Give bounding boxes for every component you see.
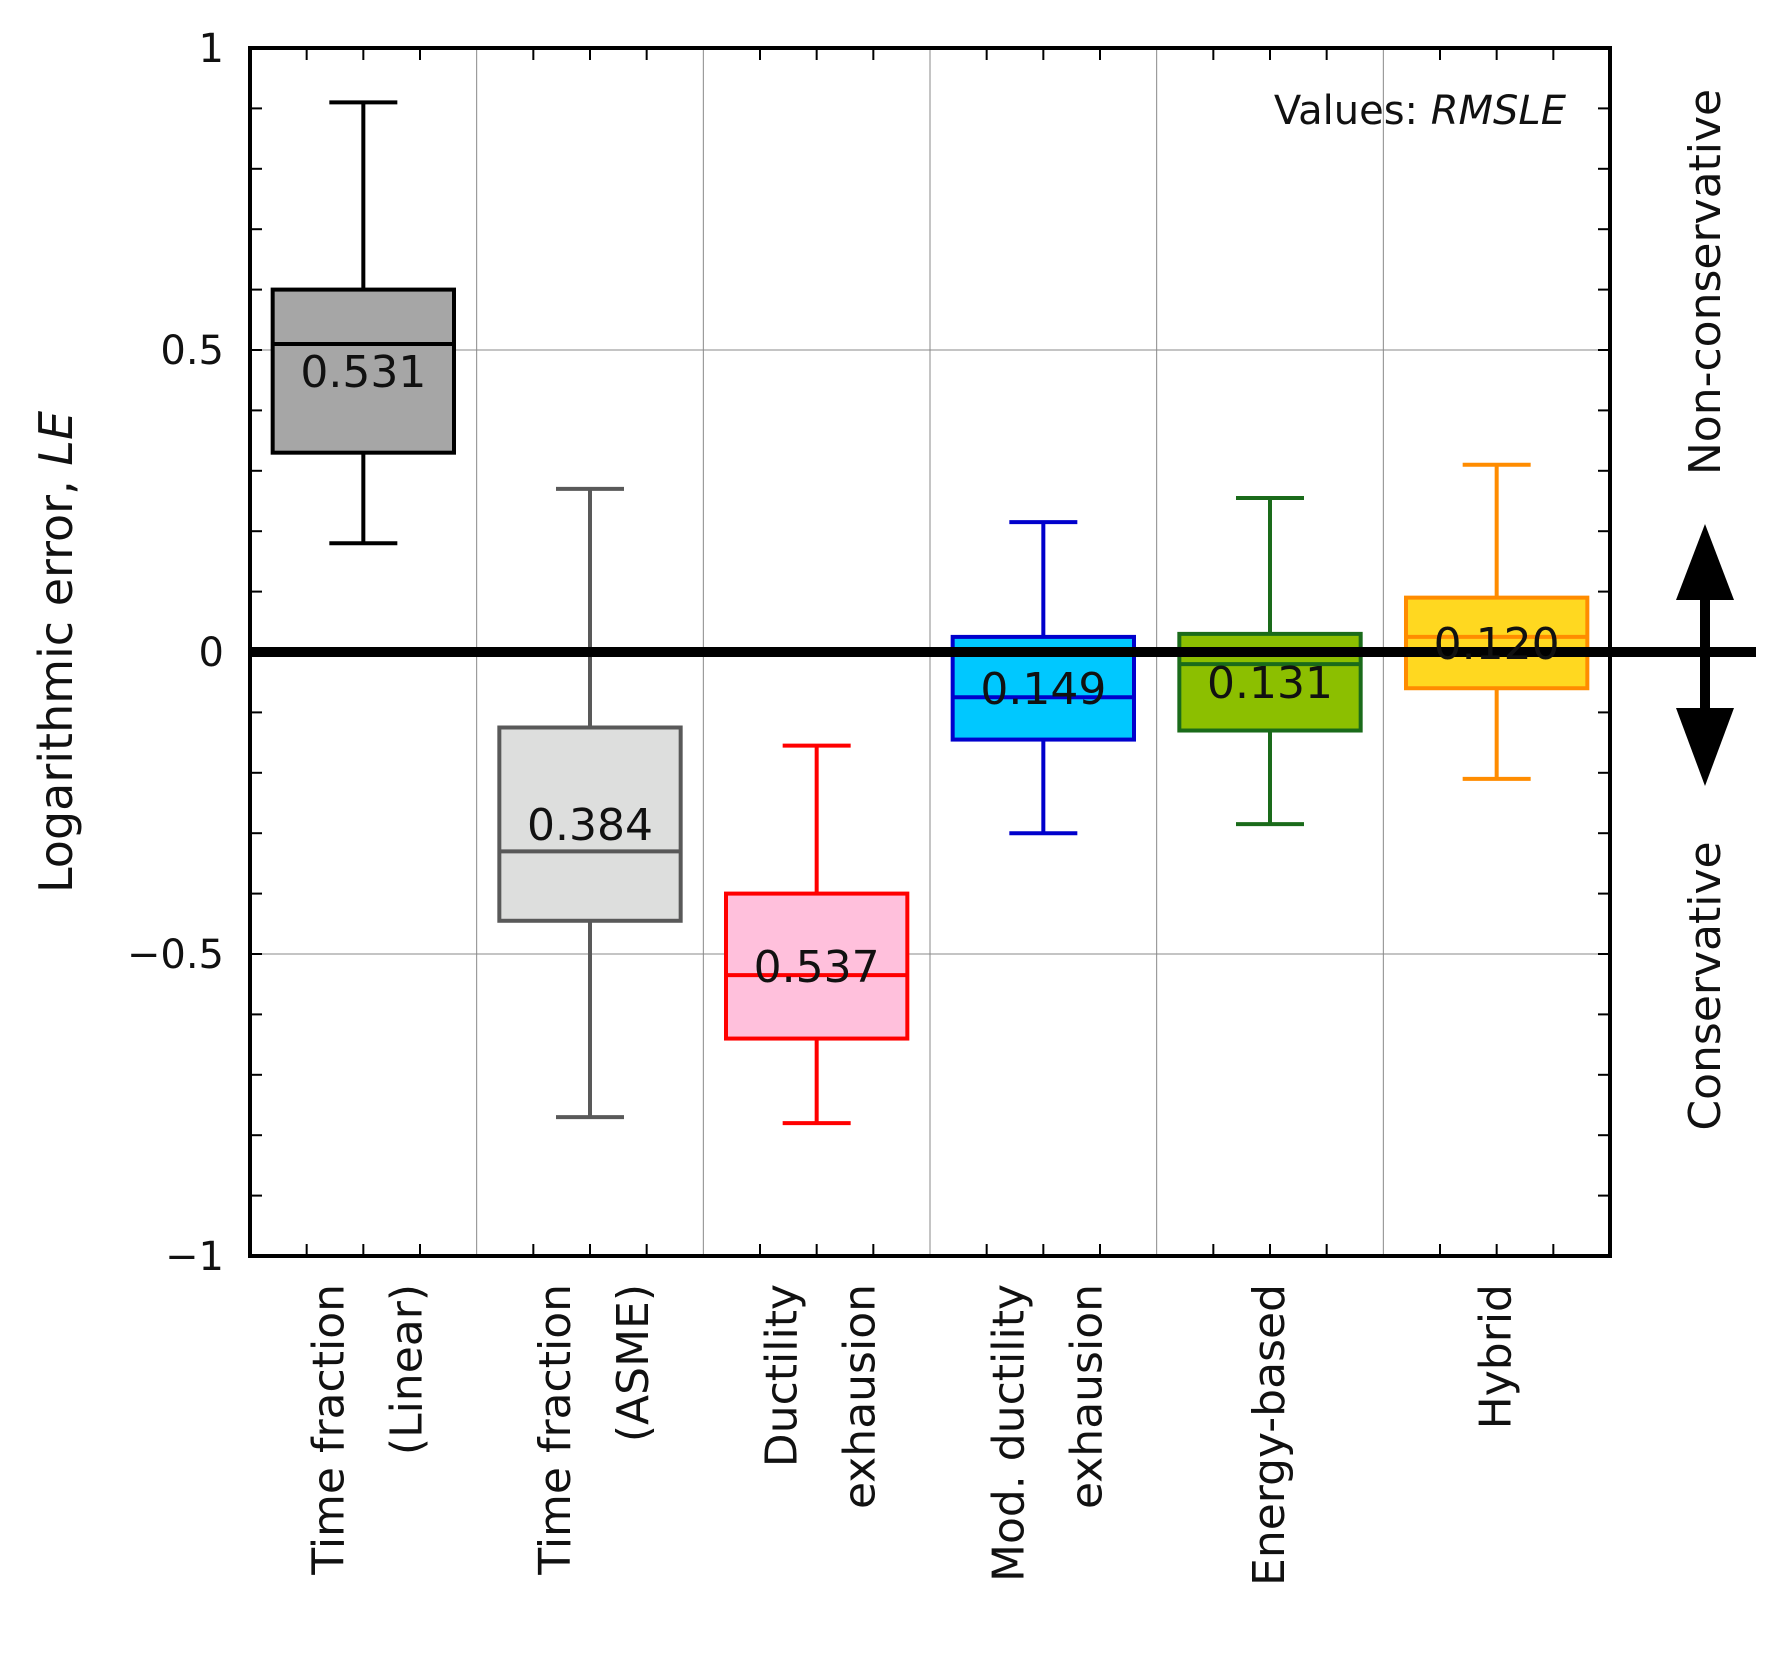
x-category-label: Ductility [757,1284,808,1467]
box-3 [724,743,910,1126]
x-category-label: Hybrid [1471,1284,1522,1429]
x-category-labels: Time fraction (Linear) Time fraction (ASME)… [303,1284,1521,1586]
y-tick-label: −1 [165,1234,224,1280]
direction-double-arrow-icon [1676,524,1734,786]
x-category-label: exhausion [835,1284,886,1509]
iqr-box [270,287,456,455]
iqr-box [1404,595,1590,691]
rmsle-value-label: 0.531 [300,347,426,398]
x-category-label: Energy-based [1244,1284,1295,1586]
rmsle-value-label: 0.149 [980,664,1106,715]
x-category-label: (ASME) [608,1284,659,1442]
rmsle-annotation: Values: RMSLE [1274,88,1567,134]
iqr-box [724,891,910,1041]
x-category-label: Time fraction [530,1284,581,1576]
rmsle-value-label: 0.537 [754,942,880,993]
y-tick-label: 0.5 [160,328,224,374]
rmsle-value-label: 0.131 [1207,658,1333,709]
y-axis-title: Logarithmic error, LE [29,411,83,893]
y-tick-label: 0 [199,630,224,676]
x-category-label: (Linear) [381,1284,432,1455]
x-category-label: exhausion [1061,1284,1112,1509]
box-2 [497,486,683,1120]
box-6 [1404,462,1590,781]
box-1 [270,100,456,546]
x-category-label: Mod. ductility [983,1284,1034,1582]
non-conservative-label: Non-conservative [1680,89,1731,475]
conservative-label: Conservative [1680,841,1731,1130]
y-tick-label: 1 [199,26,224,72]
rmsle-value-label: 0.120 [1434,619,1560,670]
rmsle-value-label: 0.384 [527,800,653,851]
y-tick-labels: 1 0.5 0 −0.5 −1 [127,26,224,1280]
y-tick-label: −0.5 [127,932,224,978]
x-category-label: Time fraction [303,1284,354,1576]
value-labels: 0.531 0.384 0.537 0.149 0.131 0.120 [300,347,1559,993]
iqr-box [497,725,683,923]
